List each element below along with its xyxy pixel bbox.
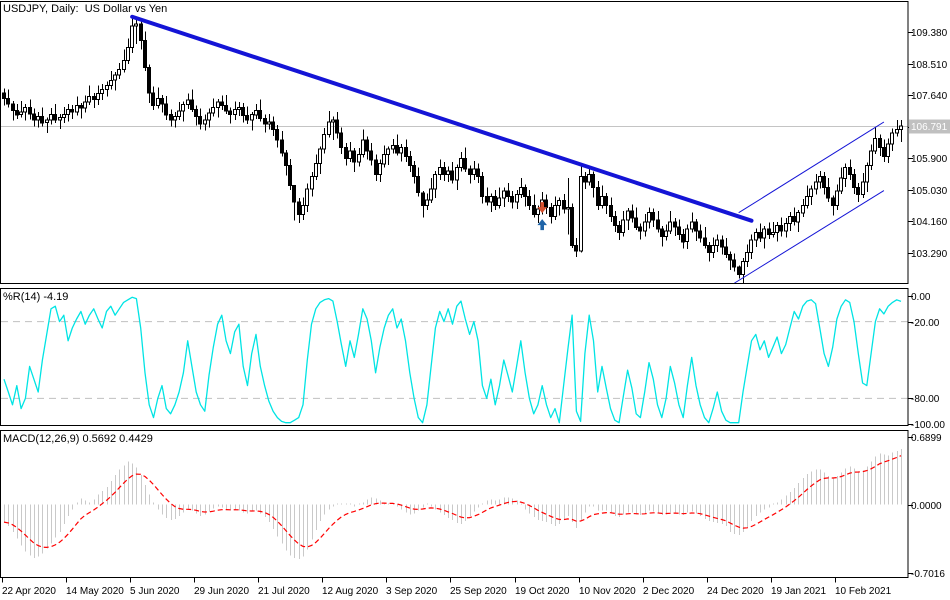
date-label: 2 Dec 2020 (643, 586, 695, 597)
date-label: 22 Apr 2020 (2, 586, 56, 597)
macd-pane-border (0, 430, 909, 578)
wpr-pane-border (0, 288, 909, 426)
svg-text:-100.00: -100.00 (911, 420, 945, 431)
arrow-up-icon[interactable] (537, 219, 547, 231)
svg-text:107.640: 107.640 (911, 91, 948, 102)
svg-text:104.160: 104.160 (911, 217, 948, 228)
arrow-down-icon[interactable] (537, 202, 547, 214)
svg-text:109.380: 109.380 (911, 28, 948, 39)
date-label: 19 Jan 2021 (771, 586, 826, 597)
svg-text:105.030: 105.030 (911, 186, 948, 197)
date-label: 25 Sep 2020 (450, 586, 507, 597)
macd-signal-line (3, 455, 902, 549)
ascending-channel-lower[interactable] (734, 190, 885, 284)
svg-text:-20.00: -20.00 (911, 318, 940, 329)
svg-text:105.900: 105.900 (911, 154, 948, 165)
date-label: 24 Dec 2020 (707, 586, 764, 597)
price-pane-border (0, 1, 909, 284)
candlesticks (2, 14, 903, 284)
date-label: 19 Oct 2020 (515, 586, 570, 597)
current-price-tag: 106.791 (909, 119, 950, 134)
date-label: 3 Sep 2020 (386, 586, 438, 597)
date-label: 14 May 2020 (66, 586, 124, 597)
macd-axis: 0.6899 0.0000 -0.7016 (908, 433, 945, 580)
date-label: 12 Aug 2020 (322, 586, 379, 597)
macd-histogram (4, 448, 902, 560)
svg-text:108.510: 108.510 (911, 60, 948, 71)
svg-text:0.00: 0.00 (911, 292, 931, 303)
svg-text:103.290: 103.290 (911, 249, 948, 260)
descending-trendline[interactable] (130, 14, 754, 223)
wpr-line (3, 296, 902, 424)
svg-text:-80.00: -80.00 (911, 394, 940, 405)
wpr-axis: 0.00 -20.00 -80.00 -100.00 (908, 292, 945, 431)
svg-text:0.0000: 0.0000 (911, 501, 942, 512)
date-label: 10 Feb 2021 (835, 586, 892, 597)
svg-text:0.6899: 0.6899 (911, 433, 942, 444)
date-label: 5 Jun 2020 (130, 586, 180, 597)
date-axis[interactable]: 22 Apr 2020 14 May 2020 5 Jun 2020 29 Jun 2… (2, 577, 892, 598)
ascending-channel-upper[interactable] (738, 121, 885, 214)
date-label: 29 Jun 2020 (194, 586, 249, 597)
date-label: 10 Nov 2020 (579, 586, 636, 597)
svg-text:-0.7016: -0.7016 (911, 569, 945, 580)
date-label: 21 Jul 2020 (258, 586, 310, 597)
svg-text:106.791: 106.791 (911, 122, 948, 133)
